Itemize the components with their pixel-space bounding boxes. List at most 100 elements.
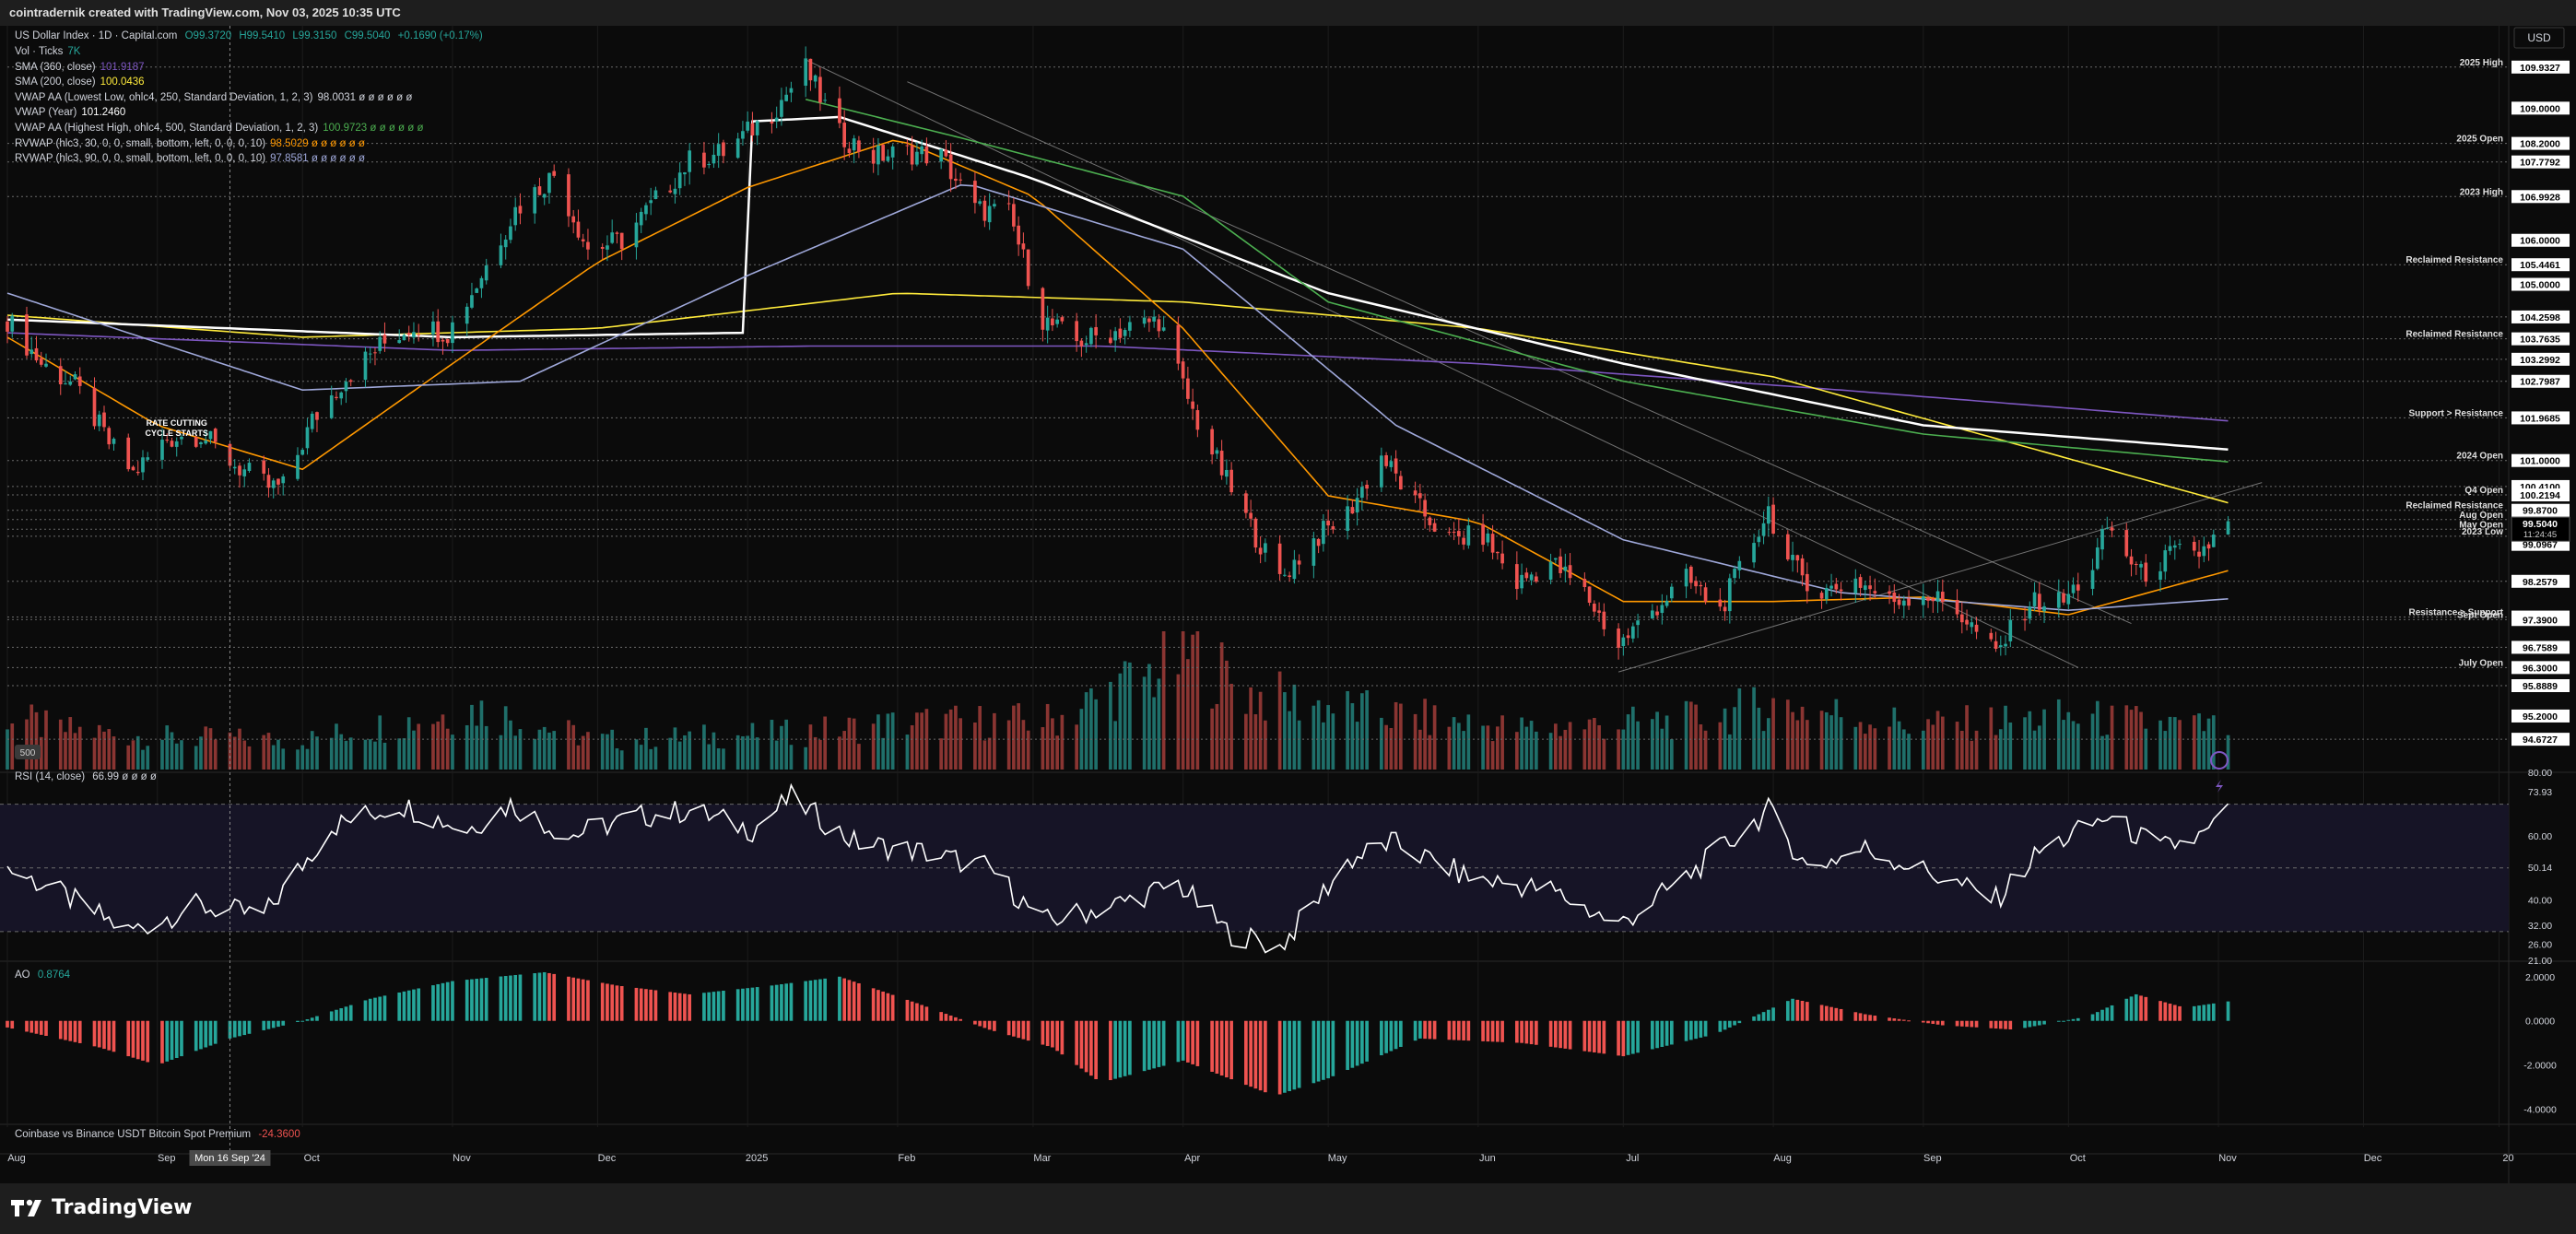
rsi-line [6, 782, 2229, 954]
volume-bar [1322, 722, 1325, 770]
volume-bar [2129, 710, 2134, 770]
ao-bar [1089, 1020, 1093, 1076]
ao-bar [1079, 1020, 1084, 1069]
candle-body [1486, 533, 1490, 543]
volume-bar [1998, 729, 2003, 770]
volume-bar [2197, 713, 2201, 770]
ao-bar [2144, 996, 2148, 1021]
volume-bar [402, 738, 406, 770]
ao-bar [852, 981, 856, 1021]
candle-body [77, 376, 82, 386]
volume-bar [276, 739, 280, 770]
volume-bar [2028, 711, 2032, 770]
volume-bar [2124, 705, 2129, 770]
volume-bar [1413, 713, 1417, 770]
volume-bar [1219, 642, 1224, 770]
volume-bar [1277, 671, 1282, 770]
candle-body [1079, 340, 1084, 347]
candle-body [1897, 599, 1901, 605]
ao-bar [1631, 1020, 1635, 1054]
ao-bar [1998, 1020, 2003, 1029]
level-label: Q4 Open [2464, 486, 2503, 496]
volume-bar [1113, 721, 1117, 770]
legend-row: VWAP AA (Lowest Low, ohlc4, 250, Standar… [15, 92, 412, 103]
ao-bar [271, 1020, 276, 1028]
ao-bar [1258, 1020, 1263, 1091]
volume-bar [34, 711, 39, 770]
ao-bar [2110, 1005, 2114, 1021]
ao-bar [1785, 1001, 1790, 1021]
ao-bar [1026, 1020, 1030, 1041]
volume-bar [146, 746, 150, 770]
candle-body [1244, 493, 1248, 513]
ao-bar [1360, 1020, 1364, 1064]
candle-body [1529, 574, 1534, 581]
candle-body [2226, 521, 2230, 535]
volume-bar [58, 719, 63, 770]
candle-body [1346, 506, 1349, 532]
tradingview-logo[interactable]: TradingView [11, 1196, 192, 1219]
currency-box [2513, 27, 2565, 49]
candle-body [2056, 592, 2061, 608]
level-label: Reclaimed Resistance [2405, 330, 2503, 340]
volume-bar [2206, 718, 2211, 770]
price-axis-label: 106.0000 [2520, 236, 2560, 247]
rsi-legend-value: 66.99 ø ø ø ø [92, 771, 157, 782]
ao-bar [1515, 1020, 1519, 1043]
volume-bar [1617, 729, 1620, 770]
candle-body [1829, 585, 1833, 589]
ao-bar [107, 1020, 112, 1051]
candle-body [204, 440, 208, 444]
ao-bar [335, 1009, 338, 1021]
candle-body [499, 245, 503, 265]
volume-bar [755, 737, 759, 770]
volume-bar [1195, 631, 1200, 770]
candle-body [271, 480, 276, 488]
ao-bar [1418, 1020, 1422, 1039]
volume-bar [1384, 724, 1388, 770]
ao-bar [1593, 1020, 1596, 1052]
volume-bar [890, 712, 895, 770]
volume-bar [1931, 724, 1935, 770]
volume-bar [97, 724, 101, 770]
volume-bar [1602, 738, 1606, 770]
volume-bar [1283, 692, 1287, 770]
volume-bar [1128, 662, 1132, 770]
volume-bar [242, 740, 247, 770]
ao-bar [1490, 1020, 1495, 1042]
candle-body [2095, 547, 2100, 570]
candle-body [707, 164, 712, 166]
volume-bar [1418, 729, 1422, 770]
month-label: Feb [898, 1153, 915, 1164]
candle-body [1597, 610, 1601, 613]
month-label: Oct [304, 1153, 320, 1164]
level-label: Aug Open [2459, 511, 2503, 521]
ao-bar [112, 1020, 116, 1052]
volume-bar [1727, 734, 1732, 770]
candle-body [1535, 576, 1538, 582]
ao-bar [1210, 1020, 1214, 1072]
candle-body [29, 349, 34, 355]
ao-bar [770, 985, 774, 1021]
candle-body [281, 476, 286, 484]
ao-bar [886, 993, 890, 1021]
premium-legend-value: -24.3600 [258, 1129, 300, 1140]
ao-bar [707, 992, 712, 1021]
month-label: Aug [7, 1153, 26, 1164]
candle-body [2105, 527, 2110, 529]
volume-bar [1021, 720, 1026, 770]
ao-bar [1186, 1020, 1190, 1063]
ao-bar [1834, 1007, 1839, 1021]
ao-bar [296, 1020, 300, 1023]
ao-bar [1723, 1020, 1727, 1030]
ao-bar [2105, 1007, 2110, 1021]
candle-body [1225, 469, 1229, 477]
candle-body [1500, 553, 1504, 564]
ao-bar [1974, 1020, 1979, 1028]
legend-low: L99.3150 [292, 30, 337, 41]
dxy-chart[interactable]: 2025 High 2025 Open 2023 High Reclaimed Res… [0, 26, 2576, 1183]
price-axis-label: 94.6727 [2523, 735, 2558, 746]
ao-bar [513, 975, 518, 1021]
volume-bar [6, 729, 9, 770]
candle-body [1297, 560, 1301, 565]
